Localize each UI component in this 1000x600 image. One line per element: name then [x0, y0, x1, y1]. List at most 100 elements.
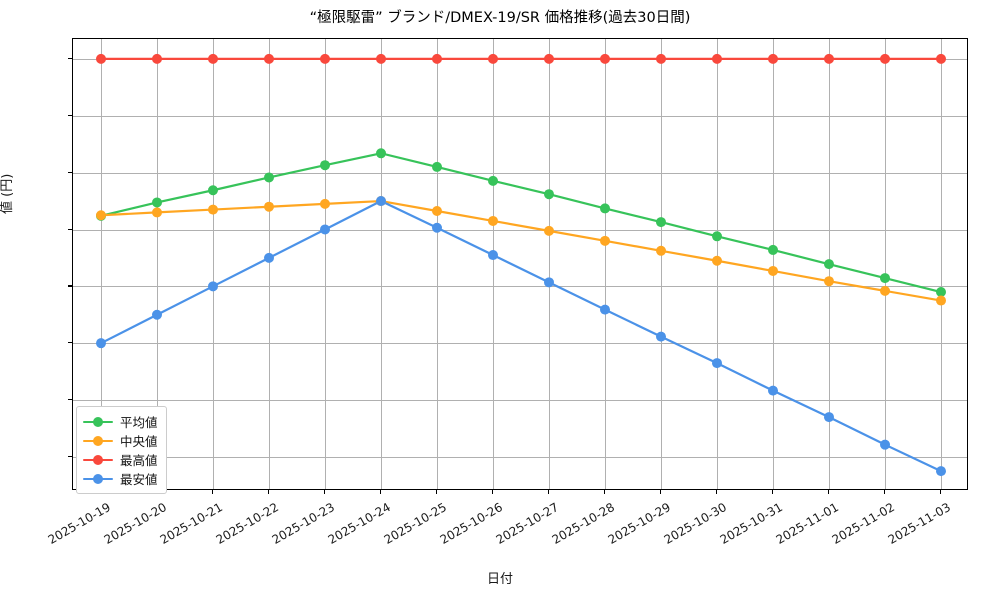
x-tick-mark	[716, 490, 718, 494]
y-tick-mark	[68, 399, 72, 401]
gridline-vertical	[773, 39, 774, 489]
data-point-marker	[880, 273, 890, 284]
chart-title: “極限駆雷” ブランド/DMEX-19/SR 価格推移(過去30日間)	[309, 10, 691, 26]
data-point-marker	[488, 53, 498, 64]
gridline-horizontal	[73, 286, 967, 288]
data-point-marker	[264, 201, 274, 212]
data-point-marker	[488, 175, 498, 186]
gridline-horizontal	[73, 172, 967, 174]
data-point-marker	[544, 53, 554, 64]
legend-item[interactable]: 最高値	[83, 450, 158, 469]
data-point-marker	[320, 198, 330, 209]
data-point-marker	[376, 53, 386, 64]
data-point-marker	[432, 205, 442, 216]
data-point-marker	[880, 439, 890, 450]
data-point-marker	[936, 53, 946, 64]
data-point-marker	[600, 203, 610, 214]
data-point-marker	[208, 53, 218, 64]
gridline-vertical	[885, 39, 886, 489]
data-point-marker	[936, 287, 946, 298]
data-point-marker	[320, 53, 330, 64]
gridline-horizontal	[73, 229, 967, 231]
gridline-horizontal	[73, 400, 967, 401]
legend-item[interactable]: 平均値	[83, 412, 158, 431]
legend-color-swatch	[83, 415, 113, 429]
y-tick-mark	[68, 455, 72, 458]
data-point-marker	[432, 161, 442, 172]
x-tick-mark	[492, 490, 494, 494]
gridline-vertical	[493, 39, 494, 489]
data-point-marker	[768, 385, 778, 396]
data-point-marker	[824, 53, 834, 64]
data-point-marker	[712, 255, 722, 266]
x-tick-mark	[828, 490, 830, 494]
gridline-vertical	[213, 39, 214, 489]
data-point-marker	[208, 281, 218, 292]
legend-label: 最安値	[120, 472, 158, 487]
chart-legend: 平均値中央値 最高値最安値	[76, 406, 167, 494]
data-point-marker	[824, 412, 834, 423]
legend-label: 中央値	[120, 434, 158, 449]
data-point-marker	[768, 244, 778, 255]
legend-color-swatch	[83, 453, 113, 467]
y-tick-mark	[68, 285, 72, 287]
data-point-marker	[936, 466, 946, 477]
series-line	[99, 152, 943, 294]
gridline-vertical	[157, 39, 158, 489]
y-tick-mark	[68, 57, 72, 60]
y-axis-label: 値 (円)	[0, 173, 15, 214]
data-point-marker	[488, 215, 498, 226]
gridline-vertical	[437, 39, 438, 489]
x-tick-mark	[268, 490, 270, 494]
series-line	[99, 199, 943, 302]
series-line	[99, 199, 943, 473]
legend-item[interactable]: 最安値	[83, 469, 158, 488]
data-point-marker	[432, 222, 442, 233]
gridline-vertical	[941, 39, 942, 489]
data-point-marker	[432, 53, 442, 64]
data-point-marker	[376, 196, 386, 207]
data-point-marker	[320, 160, 330, 171]
data-point-marker	[488, 250, 498, 261]
data-point-marker	[656, 245, 666, 256]
plot-area	[72, 38, 968, 490]
data-point-marker	[824, 259, 834, 270]
gridline-vertical	[381, 39, 382, 489]
data-point-marker	[600, 235, 610, 246]
y-tick-mark	[68, 114, 72, 117]
data-point-marker	[712, 358, 722, 369]
data-point-marker	[264, 53, 274, 64]
x-tick-mark	[604, 490, 606, 494]
gridline-horizontal	[73, 115, 967, 117]
x-tick-mark	[548, 490, 550, 494]
series-lines	[96, 53, 946, 477]
data-point-marker	[544, 225, 554, 236]
data-point-marker	[264, 252, 274, 263]
data-point-marker	[96, 53, 106, 64]
data-point-marker	[600, 53, 610, 64]
gridline-vertical	[549, 39, 550, 489]
x-tick-mark	[324, 490, 326, 494]
data-point-marker	[96, 338, 106, 349]
y-tick-mark	[68, 171, 72, 173]
data-point-marker	[320, 224, 330, 235]
data-point-marker	[712, 231, 722, 242]
data-point-marker	[152, 197, 162, 208]
gridline-vertical	[605, 39, 606, 489]
y-tick-mark	[68, 342, 72, 344]
data-point-marker	[600, 304, 610, 315]
data-point-marker	[768, 53, 778, 64]
data-point-marker	[768, 265, 778, 276]
legend-label: 平均値	[120, 415, 158, 430]
x-tick-mark	[940, 490, 942, 494]
data-point-marker	[880, 53, 890, 64]
gridline-horizontal	[73, 343, 967, 345]
data-point-marker	[656, 217, 666, 228]
data-point-marker	[824, 276, 834, 287]
x-tick-mark	[772, 490, 774, 494]
data-point-marker	[152, 207, 162, 218]
legend-item[interactable]: 中央値	[83, 431, 158, 450]
x-tick-mark	[660, 490, 662, 494]
data-point-marker	[208, 204, 218, 215]
